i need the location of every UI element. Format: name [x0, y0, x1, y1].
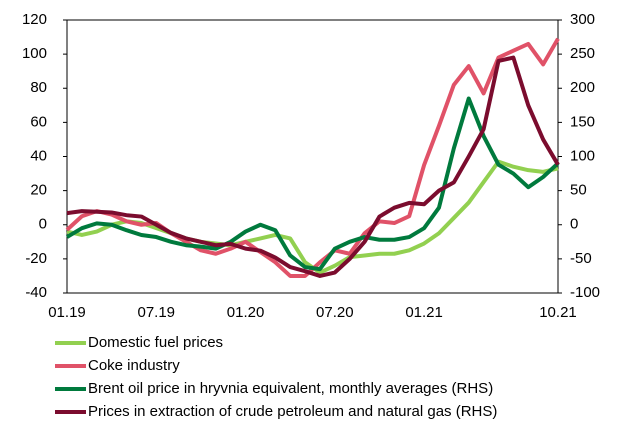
legend-label: Prices in extraction of crude petroleum … [88, 403, 497, 420]
y2-tick-label: 200 [570, 79, 595, 96]
y2-tick-label: 0 [570, 216, 578, 233]
y-tick-label: -20 [25, 250, 47, 267]
x-tick-label: 01.21 [405, 304, 443, 321]
y2-tick-label: 100 [570, 147, 595, 164]
legend-label: Coke industry [88, 357, 180, 374]
plot-frame [66, 19, 559, 294]
y-tick-label: 100 [22, 45, 47, 62]
y-tick-label: 80 [30, 79, 47, 96]
legend-label: Domestic fuel prices [88, 334, 223, 351]
y2-tick-label: 50 [570, 182, 587, 199]
x-tick-label: 07.20 [316, 304, 354, 321]
x-tick-label: 01.20 [227, 304, 265, 321]
y-tick-label: 120 [22, 11, 47, 28]
x-tick-label: 01.19 [48, 304, 86, 321]
y-tick-label: 40 [30, 147, 47, 164]
series-line [65, 37, 560, 278]
y2-tick-label: 150 [570, 113, 595, 130]
legend-label: Brent oil price in hryvnia equivalent, m… [88, 380, 493, 397]
series-line [65, 96, 560, 272]
y2-tick-label: 300 [570, 11, 595, 28]
y2-tick-label: -100 [570, 284, 600, 301]
x-tick-label: 07.19 [137, 304, 175, 321]
y-tick-label: 0 [39, 216, 47, 233]
y-tick-label: 20 [30, 182, 47, 199]
series-line [66, 55, 560, 278]
y-tick-label: 60 [30, 113, 47, 130]
x-tick-label: 10.21 [539, 304, 577, 321]
y2-tick-label: 250 [570, 45, 595, 62]
y-tick-label: -40 [25, 284, 47, 301]
y2-tick-label: -50 [570, 250, 592, 267]
